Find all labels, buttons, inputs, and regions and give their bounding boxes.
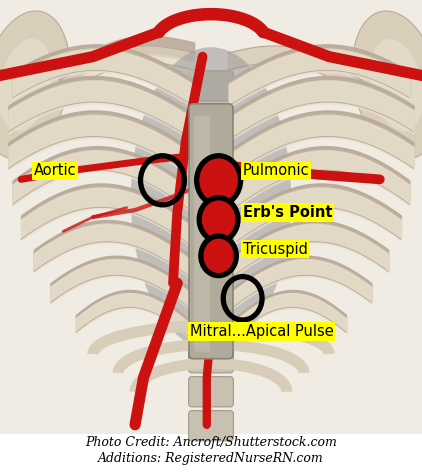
FancyBboxPatch shape <box>189 71 233 101</box>
Ellipse shape <box>131 47 291 349</box>
FancyBboxPatch shape <box>189 241 233 271</box>
FancyBboxPatch shape <box>194 116 210 352</box>
Circle shape <box>197 156 241 205</box>
FancyBboxPatch shape <box>194 116 210 352</box>
FancyBboxPatch shape <box>189 104 233 359</box>
Text: Aortic: Aortic <box>34 163 76 178</box>
FancyBboxPatch shape <box>189 309 233 339</box>
Ellipse shape <box>0 11 70 159</box>
Ellipse shape <box>370 39 422 131</box>
FancyBboxPatch shape <box>189 411 233 441</box>
Circle shape <box>199 198 238 241</box>
Ellipse shape <box>352 11 422 159</box>
FancyBboxPatch shape <box>189 173 233 203</box>
FancyBboxPatch shape <box>189 104 233 359</box>
Text: Erb's Point: Erb's Point <box>243 205 332 220</box>
FancyBboxPatch shape <box>189 343 233 373</box>
FancyBboxPatch shape <box>189 275 233 305</box>
Text: Mitral...Apical Pulse: Mitral...Apical Pulse <box>190 324 334 339</box>
FancyBboxPatch shape <box>189 139 233 169</box>
FancyBboxPatch shape <box>189 105 233 135</box>
Ellipse shape <box>0 39 52 131</box>
Text: Pulmonic: Pulmonic <box>243 163 309 178</box>
FancyBboxPatch shape <box>189 377 233 407</box>
FancyBboxPatch shape <box>189 207 233 237</box>
Text: Additions: RegisteredNurseRN.com: Additions: RegisteredNurseRN.com <box>98 452 324 465</box>
Text: Photo Credit: Ancroft/Shutterstock.com: Photo Credit: Ancroft/Shutterstock.com <box>85 436 337 449</box>
Circle shape <box>201 236 236 276</box>
Text: Tricuspid: Tricuspid <box>243 242 308 257</box>
